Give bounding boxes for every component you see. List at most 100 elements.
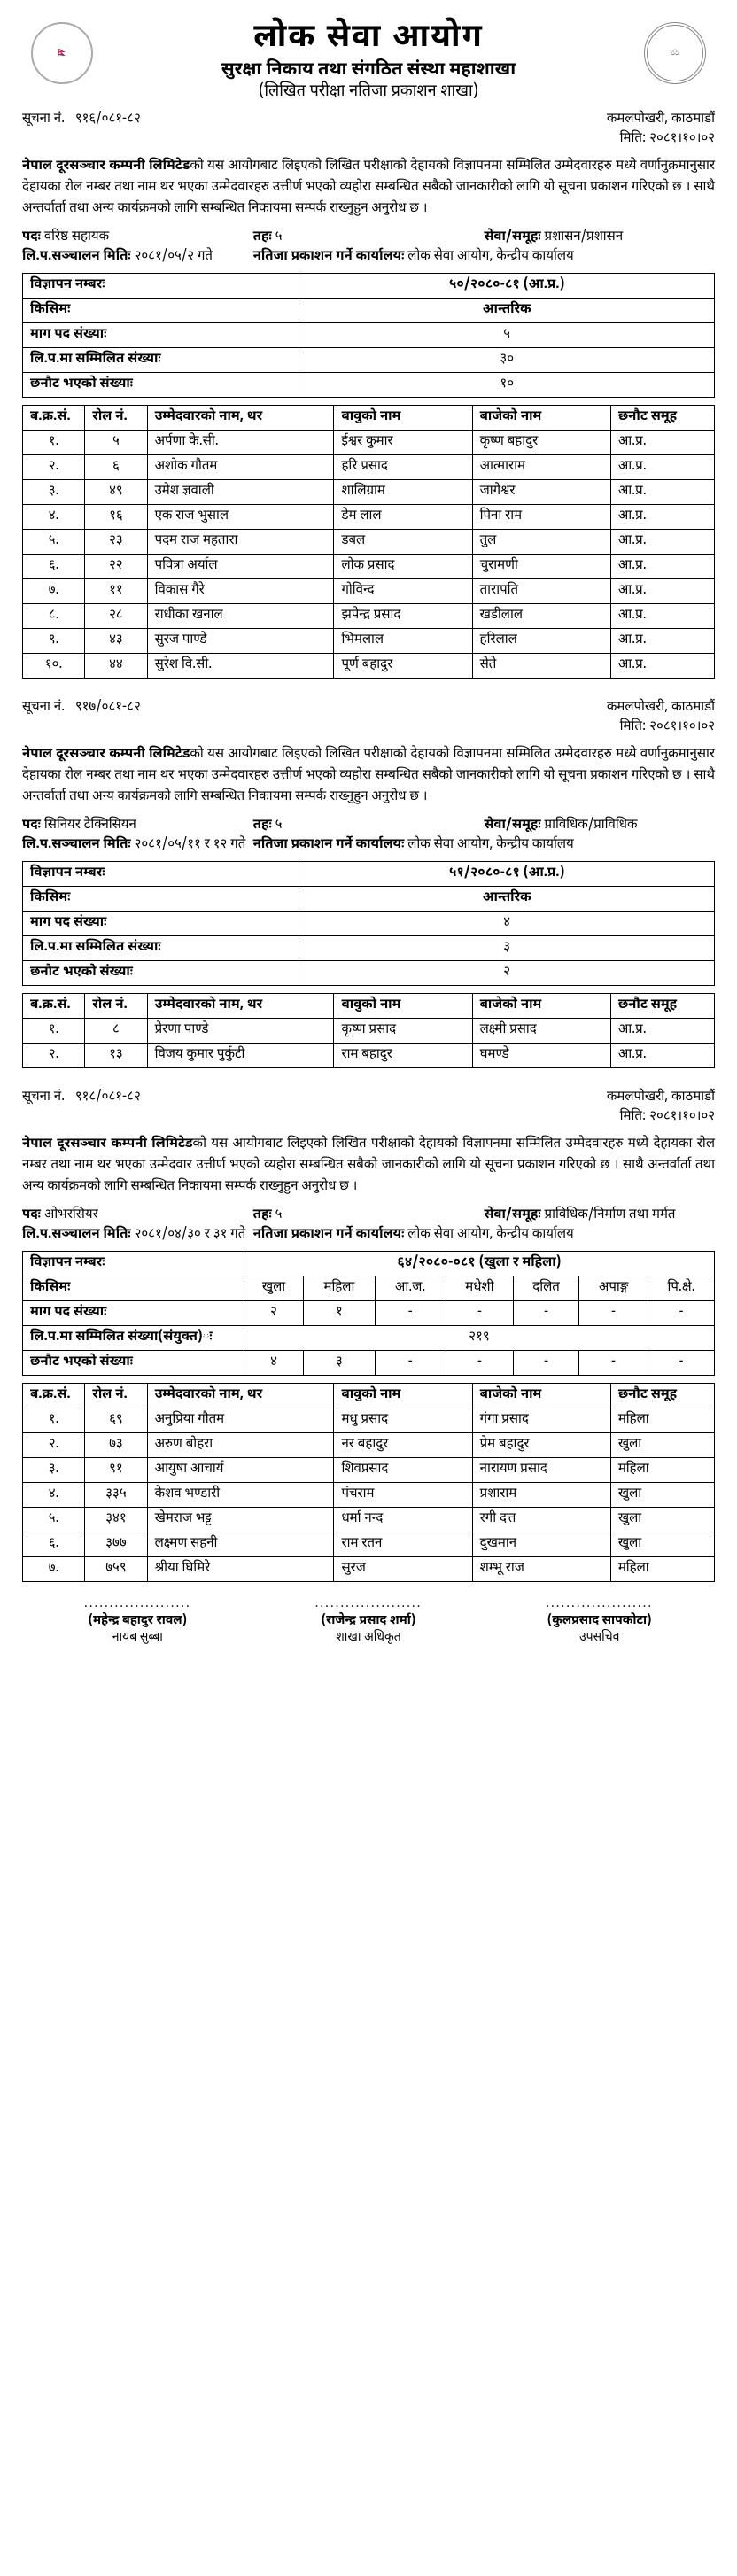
result-cell: कृष्ण प्रसाद <box>334 1019 472 1044</box>
result-cell: अरुण बोहरा <box>147 1433 334 1458</box>
result-cell: घमण्डे <box>472 1044 610 1068</box>
result-cell: विकास गैरे <box>147 579 334 604</box>
notice-date: मिति: २०८१।१०।०२ <box>22 1109 715 1126</box>
result-cell: ३३५ <box>85 1483 147 1508</box>
table-row: लि.प.मा सम्मिलित संख्या(संयुक्त)ः२१९ <box>23 1326 715 1351</box>
result-cell: २३ <box>85 530 147 555</box>
summary-value: - <box>514 1351 579 1376</box>
result-cell: धर्मा नन्द <box>334 1508 472 1532</box>
table-row: माग पद संख्याः५ <box>23 323 715 348</box>
column-header: छनौट समूह <box>610 406 714 431</box>
result-cell: डबल <box>334 530 472 555</box>
table-row: २.७३अरुण बोहरानर बहादुरप्रेम बहादुरखुला <box>23 1433 715 1458</box>
main-title: लोक सेवा आयोग <box>22 18 715 59</box>
result-cell: ईश्वर कुमार <box>334 431 472 455</box>
meta-row: पदः वरिष्ठ सहायकतहः ५सेवा/समूहः प्रशासन/… <box>22 229 715 246</box>
column-header: ब.क्र.सं. <box>23 994 85 1019</box>
result-cell: खडीलाल <box>472 604 610 629</box>
result-cell: आ.प्र. <box>610 629 714 654</box>
group-summary-table: विज्ञापन नम्बरः६४/२०८०-०८१ (खुला र महिला… <box>22 1251 715 1376</box>
meta-row: पदः सिनियर टेक्निसियनतहः ५सेवा/समूहः प्र… <box>22 818 715 834</box>
summary-value: आन्तरिक <box>299 299 715 323</box>
result-cell: आ.प्र. <box>610 1044 714 1068</box>
table-row: २.१३विजय कुमार पुर्कुटीराम बहादुरघमण्डेआ… <box>23 1044 715 1068</box>
summary-value: - <box>578 1351 648 1376</box>
summary-value: २ <box>244 1301 303 1326</box>
result-cell: शिवप्रसाद <box>334 1458 472 1483</box>
column-header: बाजेको नाम <box>472 1384 610 1408</box>
result-cell: ४९ <box>85 480 147 505</box>
result-cell: अर्पणा के.सी. <box>147 431 334 455</box>
notice-info-line: सूचना नं. ९१६/०८१-८२कमलपोखरी, काठमाडौं <box>22 112 715 128</box>
result-cell: पवित्रा अर्याल <box>147 555 334 579</box>
result-cell: सुरेश वि.सी. <box>147 654 334 679</box>
summary-label: लि.प.मा सम्मिलित संख्याः <box>23 936 299 961</box>
table-row: विज्ञापन नम्बरः५०/२०८०-८१ (आ.प्र.) <box>23 274 715 299</box>
subtitle: सुरक्षा निकाय तथा संगठित संस्था महाशाखा <box>22 59 715 82</box>
result-cell: तुल <box>472 530 610 555</box>
notice-info-line: सूचना नं. ९१८/०८१-८२कमलपोखरी, काठमाडौं <box>22 1090 715 1106</box>
result-cell: आ.प्र. <box>610 555 714 579</box>
summary-value: - <box>648 1351 715 1376</box>
summary-value: - <box>514 1301 579 1326</box>
result-cell: खुला <box>610 1508 714 1532</box>
result-cell: पूर्ण बहादुर <box>334 654 472 679</box>
table-row: ७.११विकास गैरेगोविन्दतारापतिआ.प्र. <box>23 579 715 604</box>
result-cell: १. <box>23 431 85 455</box>
summary-label: माग पद संख्याः <box>23 912 299 936</box>
notice-location: कमलपोखरी, काठमाडौं <box>607 700 715 717</box>
result-cell: आयुषा आचार्य <box>147 1458 334 1483</box>
result-cell: झपेन्द्र प्रसाद <box>334 604 472 629</box>
result-cell: प्रशाराम <box>472 1483 610 1508</box>
table-row: ६.३७७लक्ष्मण सहनीराम रतनदुखमानखुला <box>23 1532 715 1557</box>
meta-row: पदः ओभरसियरतहः ५सेवा/समूहः प्राविधिक/निर… <box>22 1207 715 1224</box>
meta-row: लि.प.सञ्चालन मितिः २०८१/०४/३० र ३१ गतेनत… <box>22 1227 715 1244</box>
summary-value: १० <box>299 373 715 398</box>
column-header: रोल नं. <box>85 1384 147 1408</box>
result-cell: प्रेम बहादुर <box>472 1433 610 1458</box>
signature-block: .....................(महेन्द्र बहादुर रा… <box>22 1595 253 1646</box>
table-row: ९.४३सुरज पाण्डेभिमलालहरिलालआ.प्र. <box>23 629 715 654</box>
table-row: विज्ञापन नम्बरः५१/२०८०-८१ (आ.प्र.) <box>23 862 715 887</box>
signatory-post: उपसचिव <box>484 1629 715 1646</box>
table-row: लि.प.मा सम्मिलित संख्याः३ <box>23 936 715 961</box>
result-cell: राधीका खनाल <box>147 604 334 629</box>
summary-value: - <box>446 1351 513 1376</box>
result-cell: आ.प्र. <box>610 604 714 629</box>
result-cell: ७. <box>23 579 85 604</box>
summary-label: लि.प.मा सम्मिलित संख्याः <box>23 348 299 373</box>
result-cell: ८ <box>85 1019 147 1044</box>
result-cell: ६९ <box>85 1408 147 1433</box>
result-cell: सेते <box>472 654 610 679</box>
summary-value: आ.ज. <box>375 1276 446 1301</box>
result-cell: आ.प्र. <box>610 530 714 555</box>
notice-body: नेपाल दूरसञ्चार कम्पनी लिमिटेडको यस आयोग… <box>22 157 715 221</box>
result-cell: ४३ <box>85 629 147 654</box>
signatory-post: शाखा अधिकृत <box>253 1629 485 1646</box>
column-header: बावुको नाम <box>334 406 472 431</box>
result-cell: सुरज पाण्डे <box>147 629 334 654</box>
summary-value: २१९ <box>244 1326 714 1351</box>
result-cell: दुखमान <box>472 1532 610 1557</box>
result-cell: २२ <box>85 555 147 579</box>
summary-table: विज्ञापन नम्बरः५०/२०८०-८१ (आ.प्र.)किसिमः… <box>22 273 715 398</box>
summary-value: महिला <box>304 1276 376 1301</box>
table-header-row: ब.क्र.सं.रोल नं.उम्मेदवारको नाम, थरबावुक… <box>23 406 715 431</box>
result-cell: ५ <box>85 431 147 455</box>
result-cell: खुला <box>610 1483 714 1508</box>
summary-label: माग पद संख्याः <box>23 1301 244 1326</box>
signature-block: .....................(राजेन्द्र प्रसाद श… <box>253 1595 485 1646</box>
table-row: छनौट भएको संख्याः२ <box>23 961 715 986</box>
result-cell: आ.प्र. <box>610 505 714 530</box>
result-cell: महिला <box>610 1408 714 1433</box>
summary-value: दलित <box>514 1276 579 1301</box>
summary-value: आन्तरिक <box>299 887 715 912</box>
result-cell: ११ <box>85 579 147 604</box>
column-header: बावुको नाम <box>334 1384 472 1408</box>
result-cell: आ.प्र. <box>610 455 714 480</box>
result-cell: १३ <box>85 1044 147 1068</box>
notice-date: मिति: २०८१।१०।०२ <box>22 719 715 736</box>
result-cell: ६ <box>85 455 147 480</box>
result-cell: केशव भण्डारी <box>147 1483 334 1508</box>
table-row: माग पद संख्याः२१----- <box>23 1301 715 1326</box>
